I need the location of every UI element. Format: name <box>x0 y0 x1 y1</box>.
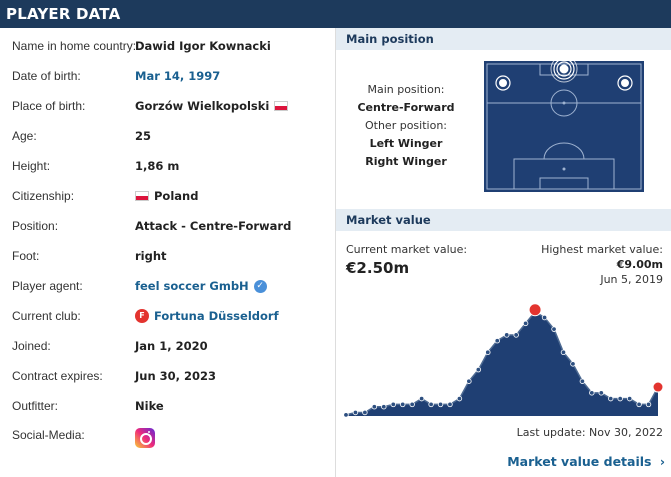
poland-flag-icon <box>135 191 149 201</box>
chart-point <box>504 332 510 338</box>
side-panel: Main position Main position: Centre-Forw… <box>336 28 671 477</box>
chart-point <box>400 401 406 408</box>
chart-point <box>513 332 519 338</box>
header-bar: PLAYER DATA <box>0 0 671 28</box>
row-agent: Player agent: feel soccer GmbH ✓ <box>12 277 332 297</box>
pitch-diagram <box>484 61 644 192</box>
chart-point <box>485 349 491 356</box>
row-club: Current club: F Fortuna Düsseldorf <box>12 309 279 323</box>
chart-point <box>522 320 529 327</box>
chart-point <box>447 401 453 408</box>
row-height: Height: 1,86 m <box>12 159 180 173</box>
chart-point <box>409 401 415 408</box>
chart-area <box>346 311 658 416</box>
page-title: PLAYER DATA <box>6 5 121 23</box>
chart-point <box>418 395 425 402</box>
row-contract: Contract expires: Jun 30, 2023 <box>12 369 217 383</box>
row-birthplace: Place of birth: Gorzów Wielkopolski <box>12 97 332 117</box>
chart-point <box>466 378 472 384</box>
chart-point <box>494 338 500 344</box>
row-age: Age: 25 <box>12 129 152 143</box>
chart-point <box>560 349 567 356</box>
agent-link[interactable]: feel soccer GmbH ✓ <box>135 279 267 293</box>
poland-flag-icon <box>274 101 289 111</box>
market-value-chart[interactable] <box>344 298 666 418</box>
chevron-right-icon: › <box>659 454 665 469</box>
position-marker-main <box>550 61 578 83</box>
market-header: Market value <box>336 209 671 231</box>
row-outfitter: Outfitter: Nike <box>12 399 164 413</box>
chart-point <box>428 401 434 408</box>
chart-point <box>608 395 614 402</box>
chart-point <box>541 314 548 321</box>
chart-point <box>589 390 595 396</box>
instagram-icon[interactable] <box>135 428 155 448</box>
position-marker-right <box>617 75 633 91</box>
chart-point <box>645 401 652 408</box>
row-dob: Date of birth: Mar 14, 1997 <box>12 69 221 83</box>
chart-point <box>598 390 604 396</box>
chart-point <box>381 404 387 410</box>
chart-point <box>352 409 359 416</box>
row-social: Social-Media: <box>12 426 332 448</box>
current-market-value: €2.50m <box>346 259 410 277</box>
row-position: Position: Attack - Centre-Forward <box>12 219 292 233</box>
chart-point <box>371 404 378 410</box>
row-name: Name in home country: Dawid Igor Kownack… <box>12 39 271 53</box>
chart-point <box>475 366 482 373</box>
club-crest-marker-current <box>652 381 664 393</box>
chart-point <box>437 401 444 408</box>
position-header: Main position <box>336 28 671 50</box>
chart-point <box>617 395 623 402</box>
chart-point <box>636 401 642 408</box>
player-data-panel: Name in home country: Dawid Igor Kownack… <box>0 28 335 477</box>
chart-point <box>456 395 463 402</box>
chart-point <box>344 412 349 418</box>
verified-check-icon: ✓ <box>253 279 267 293</box>
club-crest-icon: F <box>135 309 149 323</box>
club-link[interactable]: F Fortuna Düsseldorf <box>135 309 279 323</box>
dob-link[interactable]: Mar 14, 1997 <box>135 69 221 83</box>
chart-point <box>362 409 368 416</box>
market-value-details-link[interactable]: Market value details › <box>507 454 665 469</box>
divider <box>335 28 336 477</box>
chart-line <box>345 310 659 416</box>
chart-point <box>626 395 633 402</box>
row-citizenship: Citizenship: Poland <box>12 189 199 203</box>
chart-point <box>551 326 557 332</box>
chart-point <box>579 378 586 384</box>
row-foot: Foot: right <box>12 249 167 263</box>
chart-point <box>570 361 576 367</box>
row-joined: Joined: Jan 1, 2020 <box>12 339 208 353</box>
chart-point <box>390 401 396 408</box>
club-crest-marker <box>528 303 542 317</box>
position-marker-left <box>495 75 511 91</box>
